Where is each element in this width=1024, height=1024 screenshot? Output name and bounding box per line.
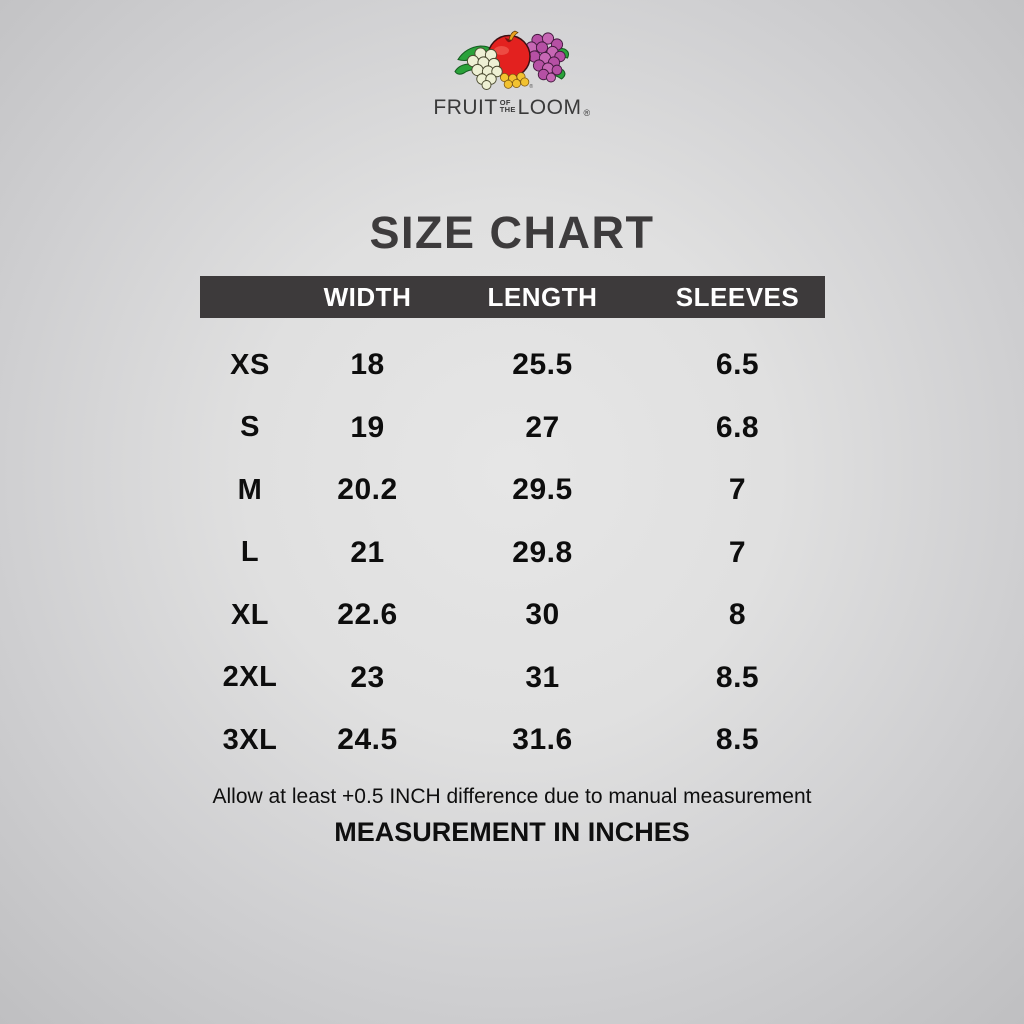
size-label: 3XL <box>222 723 278 756</box>
width-value: 20.2 <box>337 473 398 507</box>
table-row: 2XL 23 31 8.5 <box>200 647 825 710</box>
table-row: L 21 29.8 7 <box>200 522 825 585</box>
length-value: 25.5 <box>512 348 573 382</box>
length-value: 31 <box>525 660 560 694</box>
sleeves-value: 8 <box>728 598 747 632</box>
sleeves-value: 6.5 <box>715 348 760 382</box>
page-title: SIZE CHART <box>369 207 655 258</box>
length-value: 27 <box>525 410 560 444</box>
brand-header: ® FRUIT OF THE LOOM ® <box>0 26 1024 118</box>
brand-word-fruit: FRUIT <box>433 96 498 119</box>
size-label: XL <box>230 598 270 631</box>
column-header-width: WIDTH <box>323 281 412 312</box>
registered-trademark-symbol: ® <box>583 108 591 118</box>
table-header-row: WIDTH LENGTH SLEEVES <box>200 276 825 318</box>
column-header-length: LENGTH <box>487 281 598 312</box>
table-row: M 20.2 29.5 7 <box>200 459 825 522</box>
column-header-sleeves: SLEEVES <box>675 281 800 312</box>
units-note: MEASUREMENT IN INCHES <box>334 817 690 847</box>
width-value: 19 <box>350 410 385 444</box>
fruit-of-the-loom-logo-icon: ® <box>454 30 570 90</box>
width-value: 21 <box>350 535 385 569</box>
table-row: S 19 27 6.8 <box>200 397 825 460</box>
size-label: XS <box>230 348 270 381</box>
sleeves-value: 6.8 <box>715 410 760 444</box>
width-value: 18 <box>350 348 385 382</box>
length-value: 31.6 <box>512 723 573 757</box>
table-row: XS 18 25.5 6.5 <box>200 334 825 397</box>
length-value: 29.8 <box>512 535 573 569</box>
table-row: XL 22.6 30 8 <box>200 584 825 647</box>
sleeves-value: 8.5 <box>715 723 760 757</box>
sleeves-value: 7 <box>728 535 747 569</box>
size-table-body: XS 18 25.5 6.5 S 19 27 6.8 M 20.2 29.5 7… <box>200 334 825 772</box>
length-value: 29.5 <box>512 473 573 507</box>
brand-word-of-the: OF THE <box>499 98 516 114</box>
tolerance-note: Allow at least +0.5 INCH difference due … <box>212 785 812 808</box>
logo-registered-mark: ® <box>529 83 533 90</box>
size-label: L <box>240 536 260 569</box>
width-value: 23 <box>350 660 385 694</box>
table-row: 3XL 24.5 31.6 8.5 <box>200 709 825 772</box>
width-value: 22.6 <box>337 598 398 632</box>
size-label: M <box>237 473 263 506</box>
size-label: S <box>240 411 260 444</box>
brand-word-loom: LOOM <box>517 96 582 119</box>
size-label: 2XL <box>222 661 278 694</box>
sleeves-value: 8.5 <box>715 660 760 694</box>
length-value: 30 <box>525 598 560 632</box>
sleeves-value: 7 <box>728 473 747 507</box>
brand-wordmark: FRUIT OF THE LOOM ® <box>433 96 591 119</box>
width-value: 24.5 <box>337 723 398 757</box>
